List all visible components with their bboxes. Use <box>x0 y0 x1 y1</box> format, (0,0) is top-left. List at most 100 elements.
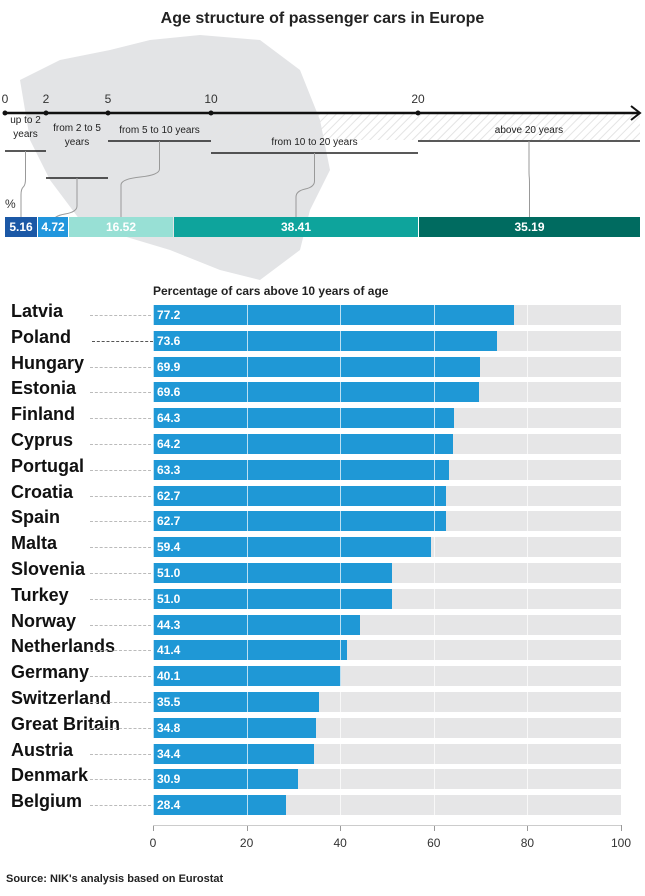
bar-value: 28.4 <box>157 798 181 813</box>
country-label: Spain <box>11 507 61 528</box>
arrow-icon <box>630 105 642 121</box>
segment-1: 5.16 <box>5 217 37 237</box>
country-label: Germany <box>11 662 90 683</box>
country-label: Portugal <box>11 455 85 476</box>
bar-value: 62.7 <box>157 488 181 503</box>
bar-austria <box>153 743 314 764</box>
country-label: Netherlands <box>11 636 116 657</box>
axis-tick-label: 0 <box>1 92 9 106</box>
bar-spain <box>153 511 447 532</box>
bar-value: 30.9 <box>157 772 181 787</box>
bar-portugal <box>153 459 450 480</box>
x-tick-label: 40 <box>333 836 347 850</box>
axis-tick <box>415 110 421 116</box>
bar-finland <box>153 408 454 429</box>
x-tick <box>153 825 154 831</box>
bar-value: 34.4 <box>157 746 181 761</box>
bar-netherlands <box>153 640 347 661</box>
x-tick <box>340 825 342 831</box>
leader-dash <box>90 418 151 420</box>
country-label: Great Britain <box>11 713 121 734</box>
bar-value: 63.3 <box>157 462 181 477</box>
bar-denmark <box>153 769 298 790</box>
bar-value: 51.0 <box>157 566 181 580</box>
bar-poland <box>153 330 498 351</box>
bar-value: 34.8 <box>157 720 181 735</box>
leader-dash <box>90 702 151 703</box>
bar-slovenia <box>153 563 392 583</box>
axis-tick-label: 5 <box>104 92 112 106</box>
segment-5: 35.19 <box>419 217 640 237</box>
bar-value: 59.4 <box>157 540 181 555</box>
segment-4: 38.41 <box>174 217 418 237</box>
leader-line <box>52 178 78 223</box>
percent-label: % <box>5 197 16 211</box>
bar-cyprus <box>153 434 454 454</box>
x-tick <box>246 825 248 831</box>
range-label: above 20 years <box>494 125 564 136</box>
range-label: from 2 to 5 years <box>53 123 101 148</box>
axis-tick-label: 10 <box>204 92 218 106</box>
leader-dash <box>90 444 151 445</box>
leader-line <box>120 141 160 217</box>
leader-dash <box>90 676 151 678</box>
gridline <box>246 303 248 819</box>
country-label: Cyprus <box>11 430 74 450</box>
bar-value: 64.3 <box>157 411 181 426</box>
x-tick-label: 80 <box>520 836 535 850</box>
country-label: Malta <box>11 533 58 554</box>
bar-value: 62.7 <box>157 514 181 529</box>
leader-dash <box>90 650 151 652</box>
axis-tick <box>2 110 8 116</box>
leader-dash <box>90 469 151 471</box>
x-tick-label: 20 <box>239 836 254 850</box>
axis-tick-label: 2 <box>42 92 50 106</box>
range-label: from 5 to 10 years <box>119 125 200 136</box>
bar-value: 69.9 <box>157 359 181 374</box>
leader-dash <box>92 340 153 342</box>
leader-line <box>528 141 530 217</box>
bar-great-britain <box>153 717 316 738</box>
leader-dash <box>90 598 151 600</box>
gridline <box>153 303 154 819</box>
leader-line <box>20 151 26 217</box>
gridline <box>433 303 435 819</box>
bar-value: 51.0 <box>157 591 181 606</box>
x-tick <box>527 825 529 831</box>
leader-dash <box>90 805 151 807</box>
leader-dash <box>90 727 151 729</box>
age-axis <box>2 105 642 223</box>
leader-dash <box>90 624 151 626</box>
bar-latvia <box>153 305 515 325</box>
bar-estonia <box>153 382 479 403</box>
bar-value: 35.5 <box>157 695 181 709</box>
source-note: Source: NIK's analysis based on Eurostat <box>6 873 224 885</box>
country-label: Austria <box>11 739 74 760</box>
bar-value: 40.1 <box>157 669 181 684</box>
country-label: Latvia <box>11 301 64 321</box>
country-label: Croatia <box>11 481 74 502</box>
leader-dash <box>90 779 151 781</box>
bar-turkey <box>153 588 392 609</box>
bar-value: 41.4 <box>157 643 181 658</box>
bar-value: 69.6 <box>157 385 181 400</box>
bar-chart-title: Percentage of cars above 10 years of age <box>153 284 389 298</box>
x-axis <box>153 825 621 826</box>
leader-dash <box>90 521 151 523</box>
bar-norway <box>153 614 361 635</box>
axis-tick <box>43 110 49 116</box>
country-label: Slovenia <box>11 559 86 579</box>
leader-line <box>295 153 315 217</box>
country-label: Norway <box>11 610 77 631</box>
axis-tick-label: 20 <box>411 92 425 106</box>
leader-dash <box>90 392 151 394</box>
gridline <box>340 303 342 819</box>
leader-dash <box>90 495 151 497</box>
bar-hungary <box>153 356 481 377</box>
gridline <box>621 303 622 819</box>
axis-tick <box>105 110 111 116</box>
x-tick-label: 60 <box>427 836 441 850</box>
x-tick <box>433 825 435 831</box>
bar-croatia <box>153 485 447 506</box>
bar-value: 73.6 <box>157 333 181 348</box>
